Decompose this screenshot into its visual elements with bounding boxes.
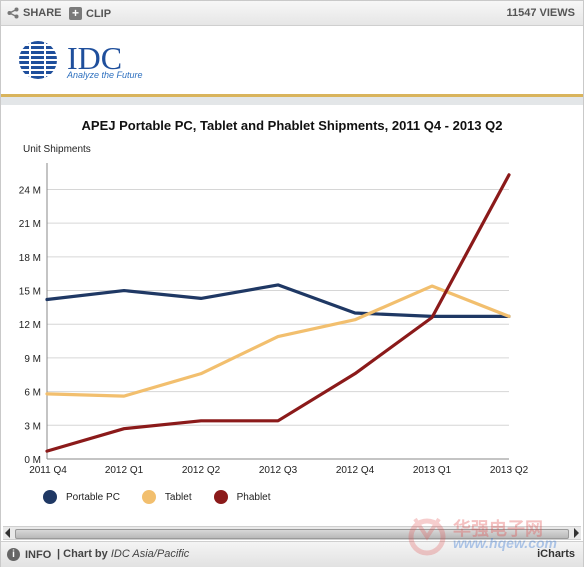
- y-tick-label: 3 M: [24, 421, 41, 432]
- y-tick-label: 24 M: [19, 185, 41, 196]
- idc-logo: IDC Analyze the Future: [15, 38, 155, 84]
- y-tick-label: 15 M: [19, 287, 41, 298]
- scroll-thumb[interactable]: [15, 529, 569, 539]
- y-tick-label: 12 M: [19, 320, 41, 331]
- y-tick-label: 6 M: [24, 388, 41, 399]
- chart-credit-prefix: | Chart by: [57, 548, 111, 560]
- x-tick-label: 2012 Q2: [182, 465, 221, 476]
- logo-tagline: Analyze the Future: [67, 70, 143, 80]
- header-divider: [1, 94, 583, 97]
- legend-swatch: [141, 490, 156, 504]
- header-band: [1, 97, 583, 105]
- y-tick-label: 9 M: [24, 354, 41, 365]
- legend-swatch: [43, 490, 57, 504]
- watermark-text: 华强电子网: [453, 519, 543, 539]
- legend-label: Tablet: [164, 491, 192, 503]
- info-label: INFO: [25, 548, 52, 561]
- chart-header: IDC Analyze the Future: [1, 26, 583, 94]
- x-tick-label: 2012 Q1: [105, 465, 144, 476]
- legend-swatch: [213, 490, 228, 504]
- globe-icon: [19, 41, 57, 79]
- info-icon: i: [7, 548, 20, 561]
- scroll-left-arrow-icon[interactable]: [5, 528, 10, 538]
- chart-credit-org: IDC Asia/Pacific: [110, 548, 190, 560]
- x-tick-label: 2013 Q2: [490, 465, 529, 476]
- chart-credit: | Chart by IDC Asia/Pacific: [57, 548, 189, 560]
- y-tick-label: 18 M: [19, 253, 41, 264]
- legend-label: Phablet: [236, 491, 271, 503]
- x-tick-label: 2011 Q4: [29, 465, 67, 476]
- watermark-url: www.hqew.com: [453, 535, 557, 551]
- legend-item[interactable]: Tablet: [141, 490, 192, 504]
- x-tick-label: 2012 Q4: [336, 465, 375, 476]
- plus-icon: +: [69, 7, 82, 20]
- share-button[interactable]: SHARE: [7, 7, 62, 19]
- line-chart: 0 M 3 M 6 M 9 M 12 M 15 M 18 M 21 M 24 M 2011 Q4 2…: [19, 163, 529, 476]
- top-toolbar: SHARE + CLIP 11547 VIEWS: [1, 1, 583, 26]
- share-icon: [7, 7, 19, 19]
- clip-button[interactable]: + CLIP: [69, 7, 111, 20]
- legend-item[interactable]: Phablet: [213, 490, 271, 504]
- views-count: 11547 VIEWS: [506, 7, 576, 19]
- legend-label: Portable PC: [66, 491, 120, 503]
- clip-label: CLIP: [86, 7, 112, 20]
- chart-title: APEJ Portable PC, Tablet and Phablet Shi…: [81, 118, 503, 133]
- share-label: SHARE: [23, 7, 62, 19]
- icharts-brand[interactable]: iCharts: [537, 548, 575, 560]
- x-tick-label: 2013 Q1: [413, 465, 452, 476]
- logo-text: IDC: [67, 40, 123, 76]
- horizontal-scrollbar[interactable]: [3, 526, 581, 540]
- chart-footer: i INFO | Chart by IDC Asia/Pacific iChar…: [1, 541, 583, 567]
- scroll-right-arrow-icon[interactable]: [574, 528, 579, 538]
- series-line: [45, 173, 511, 453]
- x-tick-label: 2012 Q3: [259, 465, 298, 476]
- y-axis-label: Unit Shipments: [23, 144, 91, 155]
- chart-legend: Portable PC Tablet Phablet: [43, 490, 271, 504]
- y-tick-label: 0 M: [24, 455, 41, 466]
- series-line: [45, 284, 511, 398]
- y-tick-label: 21 M: [19, 219, 41, 230]
- info-button[interactable]: i INFO: [7, 548, 51, 561]
- legend-item[interactable]: Portable PC: [43, 490, 120, 504]
